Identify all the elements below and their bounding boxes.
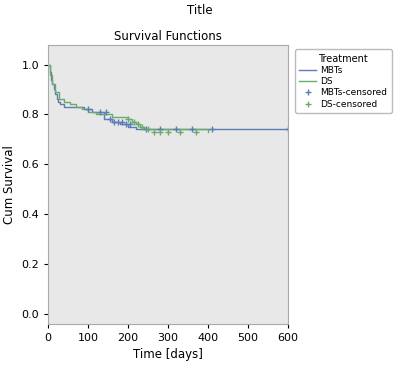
Text: Title: Title [187,4,213,17]
Title: Survival Functions: Survival Functions [114,31,222,44]
Y-axis label: Cum Survival: Cum Survival [3,145,16,224]
X-axis label: Time [days]: Time [days] [133,348,203,361]
Legend: MBTs, DS, MBTs-censored, DS-censored: MBTs, DS, MBTs-censored, DS-censored [295,49,392,113]
